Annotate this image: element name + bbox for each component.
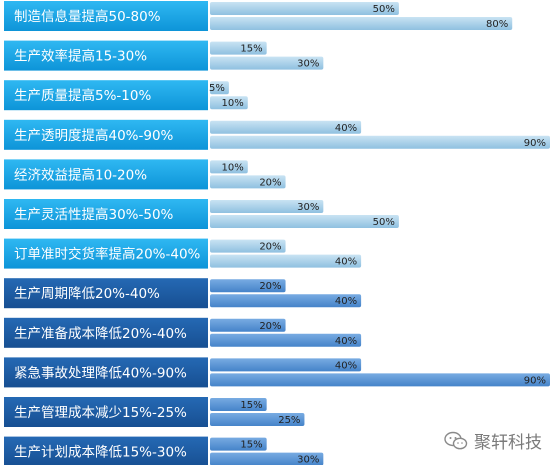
bar-value-label: 30% (297, 202, 319, 213)
bar-value-label: 40% (335, 123, 357, 134)
category-label: 生产管理成本减少15%-25% (14, 405, 187, 421)
bar-value-label: 15% (240, 400, 262, 411)
category-label: 生产准备成本降低20%-40% (14, 325, 187, 342)
category-label: 经济效益提高10-20% (14, 166, 147, 183)
category-label-box (4, 436, 208, 465)
bar-value-label: 40% (335, 296, 357, 307)
bar-value-label: 15% (240, 440, 262, 451)
category-label: 生产透明度提高40%-90% (14, 127, 174, 144)
bar-value-label: 40% (335, 360, 357, 371)
bar-min (210, 398, 267, 411)
bar-min (210, 318, 286, 332)
bar-max (210, 96, 248, 110)
bar-value-label: 20% (259, 177, 281, 188)
bar-max (210, 373, 550, 387)
bar-value-label: 40% (335, 257, 357, 268)
bar-max (210, 56, 324, 70)
category-label-box (4, 238, 208, 269)
category-label-box (4, 199, 208, 229)
category-label-box (4, 278, 208, 309)
category-label-box (4, 40, 208, 71)
category-label: 生产计划成本降低15%-30% (14, 445, 187, 461)
bar-value-label: 50% (373, 217, 395, 228)
bar-min (210, 160, 248, 174)
bar-value-label: 90% (524, 375, 546, 386)
category-label-box (4, 80, 208, 111)
bar-min (210, 81, 229, 95)
bar-max (210, 175, 286, 189)
category-label-box (4, 357, 208, 388)
bar-min (210, 279, 286, 293)
bar-min (210, 2, 399, 15)
category-label-box (4, 317, 208, 348)
category-label: 制造信息量提高50-80% (14, 8, 161, 25)
category-label: 生产灵活性提高30%-50% (14, 206, 174, 223)
bar-min (210, 437, 267, 451)
bar-max (210, 452, 324, 465)
bar-value-label: 20% (259, 281, 281, 292)
watermark-text: 聚轩科技 (474, 433, 542, 453)
category-label: 生产效率提高15-30% (14, 48, 147, 65)
category-label-box (4, 119, 208, 150)
category-label-box (4, 1, 208, 31)
bar-value-label: 30% (297, 59, 319, 70)
category-label: 生产周期降低20%-40% (14, 286, 160, 302)
bar-min (210, 200, 324, 213)
bar-value-label: 80% (486, 19, 508, 30)
bar-max (210, 135, 550, 149)
bar-min (210, 120, 362, 134)
watermark: 聚轩科技 (444, 428, 542, 453)
bar-max (210, 294, 362, 308)
wechat-icon (444, 431, 468, 449)
bar-value-label: 10% (222, 162, 244, 173)
category-label: 紧急事故处理降低40%-90% (14, 365, 187, 381)
bar-max (210, 17, 513, 30)
bar-min (210, 41, 267, 55)
bar-value-label: 90% (524, 138, 546, 149)
category-label-box (4, 397, 208, 427)
bar-value-label: 30% (297, 455, 319, 465)
bar-min (210, 358, 362, 372)
bar-value-label: 40% (335, 336, 357, 347)
bar-value-label: 20% (259, 242, 281, 253)
bar-value-label: 50% (373, 4, 395, 15)
category-label-box (4, 159, 208, 190)
bar-max (210, 333, 362, 347)
bar-min (210, 239, 286, 253)
bar-value-label: 10% (222, 98, 244, 109)
bar-value-label: 20% (259, 321, 281, 332)
bar-value-label: 25% (278, 415, 300, 426)
category-label: 订单准时交货率提高20%-40% (14, 246, 201, 263)
category-label: 生产质量提高5%-10% (14, 87, 151, 104)
bar-max (210, 254, 362, 268)
bar-max (210, 413, 305, 426)
bar-max (210, 215, 399, 228)
bar-value-label: 15% (240, 44, 262, 55)
bar-value-label: 5% (209, 83, 225, 94)
